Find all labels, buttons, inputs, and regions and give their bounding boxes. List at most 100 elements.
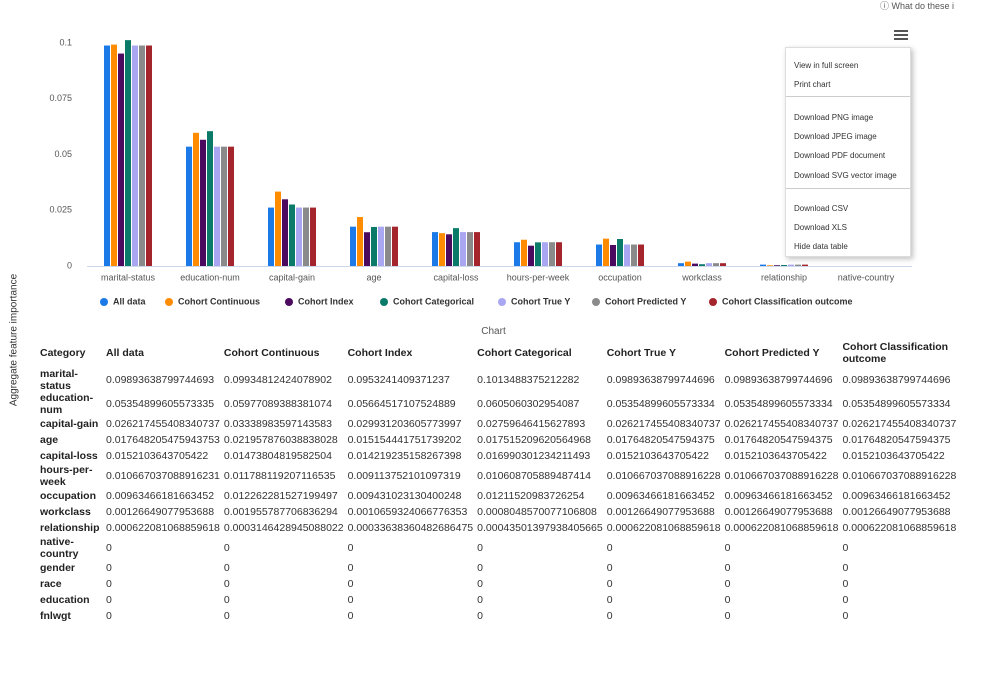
value-cell: 0.000622081068859618: [842, 522, 957, 534]
menu-icon-bar[interactable]: [894, 34, 908, 36]
value-cell: 0: [477, 542, 483, 554]
value-cell: 0.09893638799744696: [606, 374, 715, 386]
x-tick-label: occupation: [598, 272, 642, 282]
x-tick-label: capital-gain: [269, 272, 315, 282]
context-menu: View in full screen Print chart Download P…: [785, 47, 911, 257]
menu-icon-bar[interactable]: [894, 30, 908, 32]
value-cell: 0.01764820547594375: [724, 434, 833, 446]
category-cell: education: [40, 594, 90, 606]
bar: [535, 242, 541, 266]
x-tick-label: native-country: [838, 272, 895, 282]
category-cell: age: [40, 434, 59, 446]
value-cell: 0.05977089388381074: [223, 398, 332, 410]
value-cell: 0.000622081068859618: [724, 522, 839, 534]
x-tick-label: workclass: [681, 272, 722, 282]
bar: [310, 207, 316, 266]
menu-item[interactable]: Download SVG vector image: [794, 171, 897, 180]
category-cell: gender: [40, 562, 76, 574]
legend: All data Cohort Continuous Cohort Index Coh…: [100, 296, 853, 306]
menu-item[interactable]: View in full screen: [794, 61, 859, 70]
legend-label[interactable]: Cohort Continuous: [178, 296, 260, 306]
header-cell: Cohort Continuous: [223, 347, 320, 359]
value-cell: 0: [842, 610, 849, 622]
value-cell: 0: [106, 594, 112, 606]
help-link[interactable]: ⓘ What do these i: [880, 1, 955, 11]
legend-label[interactable]: Cohort True Y: [511, 296, 570, 306]
value-cell: 0.017648205475943753: [106, 434, 220, 446]
table-row: native-country 0 0 0 0 0 0 0: [38, 536, 965, 560]
bar: [139, 45, 145, 267]
bar: [432, 232, 438, 266]
bar: [303, 207, 309, 266]
menu-item[interactable]: Download PDF document: [794, 151, 886, 160]
menu-icon-bar[interactable]: [894, 38, 908, 40]
category-cell: occupation: [40, 490, 97, 502]
value-cell: 0.000622081068859618: [106, 522, 220, 534]
bar: [699, 264, 705, 266]
legend-swatch: [165, 298, 173, 306]
bar: [788, 264, 794, 266]
bar: [610, 244, 616, 266]
data-table: Category All data Cohort Continuous Cohort …: [38, 338, 965, 624]
value-cell: 0.009113752101097319: [347, 470, 461, 482]
menu-item[interactable]: Download XLS: [794, 223, 847, 232]
value-cell: 0.0953241409371237: [347, 374, 450, 386]
bar: [118, 53, 124, 267]
value-cell: 0.01211520983726254: [477, 490, 585, 502]
value-cell: 0: [223, 542, 230, 554]
plot-area: marital-status education-num capital-gain a…: [87, 40, 912, 282]
value-cell: 0.09934812424078902: [223, 374, 332, 386]
menu-item[interactable]: Download CSV: [794, 204, 849, 213]
menu-item[interactable]: Hide data table: [794, 242, 848, 251]
value-cell: 0: [347, 562, 354, 574]
menu-button[interactable]: [894, 30, 908, 40]
legend-label[interactable]: Cohort Predicted Y: [605, 296, 686, 306]
value-cell: 0.00126649077953688: [606, 506, 715, 518]
legend-swatch: [285, 298, 293, 306]
value-cell: 0.00126649077953688: [724, 506, 833, 518]
category-cell: fnlwgt: [40, 610, 71, 622]
legend-label[interactable]: All data: [113, 296, 147, 306]
category-cell: race: [40, 578, 62, 590]
legend-label[interactable]: Cohort Categorical: [393, 296, 474, 306]
menu-item[interactable]: Download PNG image: [794, 113, 874, 122]
menu-separator: [786, 96, 910, 97]
value-cell: 0.014219235158267398: [347, 450, 462, 462]
value-cell: 0.00963466181663452: [106, 490, 215, 502]
value-cell: 0: [477, 578, 483, 590]
legend-label[interactable]: Cohort Index: [298, 296, 354, 306]
header-row: Category All data Cohort Continuous Cohort …: [38, 338, 965, 368]
value-cell: 0.0008048570077106808: [477, 506, 597, 518]
bar: [125, 40, 131, 267]
value-cell: 0.00043501397938405665: [477, 522, 603, 534]
value-cell: 0.001955787706836294: [223, 506, 338, 518]
x-tick-label: relationship: [761, 272, 807, 282]
menu-item[interactable]: Print chart: [794, 80, 831, 89]
value-cell: 0.016990301234211493: [477, 450, 591, 462]
value-cell: 0.05354899605573335: [106, 398, 215, 410]
value-cell: 0.03338983597143583: [223, 418, 332, 430]
bar: [549, 242, 555, 266]
bar: [207, 131, 213, 266]
bar: [528, 245, 534, 266]
menu-separator: [786, 188, 910, 189]
help-link-text[interactable]: What do these i: [891, 1, 955, 11]
table-row: race 0 0 0 0 0 0 0: [38, 576, 965, 592]
bar: [713, 263, 719, 266]
bar: [228, 146, 234, 266]
bar: [378, 226, 384, 266]
value-cell: 0.00126649077953688: [842, 506, 951, 518]
table-row: capital-loss 0.0152103643705422 0.01473804…: [38, 448, 965, 464]
menu-item[interactable]: Download JPEG image: [794, 132, 877, 141]
x-tick-label: hours-per-week: [507, 272, 570, 282]
header-cell: Cohort Categorical: [477, 347, 572, 359]
legend-label[interactable]: Cohort Classification outcome: [722, 296, 853, 306]
bar: [767, 265, 773, 266]
category-cell: hours-per-week: [40, 464, 93, 488]
value-cell: 0: [842, 562, 849, 574]
value-cell: 0.000622081068859618: [606, 522, 721, 534]
value-cell: 0.0605060302954087: [477, 398, 580, 410]
value-cell: 0.0010659324066776353: [347, 506, 468, 518]
bar: [781, 265, 787, 266]
value-cell: 0: [842, 542, 849, 554]
